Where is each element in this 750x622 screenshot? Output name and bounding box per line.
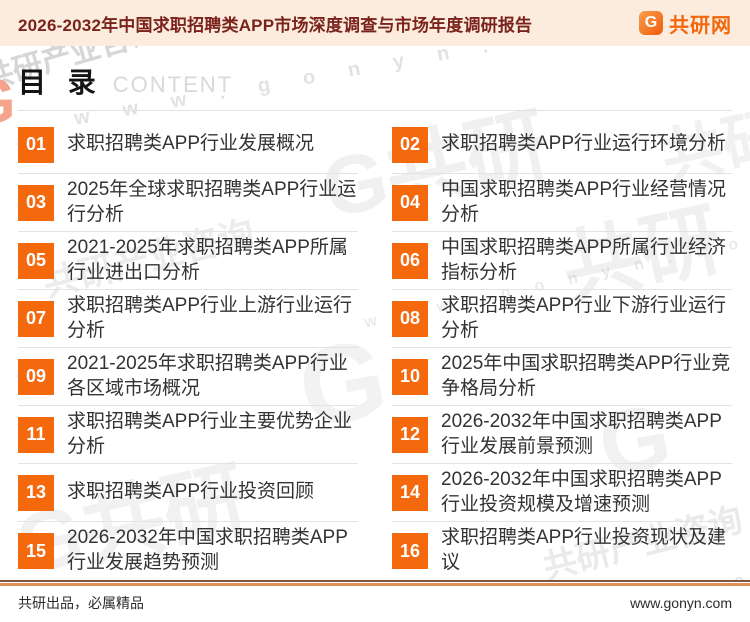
toc-item-number: 09 (18, 358, 54, 395)
toc-item-number: 08 (392, 300, 428, 337)
toc-heading-divider (18, 110, 732, 111)
toc-title-en: CONTENT (112, 72, 234, 97)
toc-columns: 01 求职招聘类APP行业发展概况 03 2025年全球求职招聘类APP行业运行… (18, 116, 732, 580)
toc-item[interactable]: 02 求职招聘类APP行业运行环境分析 (392, 116, 732, 174)
toc-item-number: 14 (392, 474, 428, 511)
toc-item-number: 13 (18, 474, 54, 511)
toc-item-label: 2026-2032年中国求职招聘类APP行业发展趋势预测 (67, 527, 348, 573)
brand-logo[interactable]: G 共研网 (639, 9, 732, 38)
toc-item-number: 06 (392, 242, 428, 279)
toc-item[interactable]: 16 求职招聘类APP行业投资现状及建议 (392, 522, 732, 580)
footer-website-url[interactable]: www.gonyn.com (630, 595, 732, 611)
toc-section: 目 录 CONTENT 01 求职招聘类APP行业发展概况 03 2025年全球… (0, 61, 750, 580)
toc-item-label: 2026-2032年中国求职招聘类APP行业投资规模及增速预测 (441, 468, 722, 515)
toc-heading: 目 录 CONTENT (18, 61, 732, 101)
toc-item[interactable]: 04 中国求职招聘类APP行业经营情况分析 (392, 174, 732, 232)
toc-item[interactable]: 03 2025年全球求职招聘类APP行业运行分析 (18, 174, 358, 232)
toc-item[interactable]: 08 求职招聘类APP行业下游行业运行分析 (392, 290, 732, 348)
toc-item-label: 2025年全球求职招聘类APP行业运行分析 (67, 178, 357, 225)
toc-item-number: 12 (392, 416, 428, 453)
toc-item[interactable]: 12 2026-2032年中国求职招聘类APP行业发展前景预测 (392, 406, 732, 464)
toc-item-label: 求职招聘类APP行业下游行业运行分析 (441, 294, 727, 341)
toc-item-number: 04 (392, 184, 428, 221)
toc-item[interactable]: 09 2021-2025年求职招聘类APP行业各区域市场概况 (18, 348, 358, 406)
toc-item-label: 求职招聘类APP行业投资现状及建议 (441, 527, 727, 573)
toc-item[interactable]: 01 求职招聘类APP行业发展概况 (18, 116, 358, 174)
toc-item[interactable]: 11 求职招聘类APP行业主要优势企业分析 (18, 406, 358, 464)
toc-item-label: 求职招聘类APP行业发展概况 (67, 133, 315, 155)
brand-name: 共研网 (669, 14, 732, 37)
toc-item[interactable]: 15 2026-2032年中国求职招聘类APP行业发展趋势预测 (18, 522, 358, 580)
toc-item-number: 16 (392, 533, 428, 569)
brand-g-icon: G (639, 11, 663, 35)
toc-item-number: 11 (18, 416, 54, 453)
toc-item-label: 求职招聘类APP行业上游行业运行分析 (67, 294, 353, 341)
toc-item-label: 2026-2032年中国求职招聘类APP行业发展前景预测 (441, 410, 722, 457)
footer-rule-dark (0, 580, 750, 582)
toc-item[interactable]: 13 求职招聘类APP行业投资回顾 (18, 464, 358, 522)
footer-rule-orange (0, 583, 750, 586)
toc-item[interactable]: 10 2025年中国求职招聘类APP行业竞争格局分析 (392, 348, 732, 406)
toc-item-label: 求职招聘类APP行业投资回顾 (67, 481, 315, 503)
footer-bar: 共研出品，必属精品 www.gonyn.com (0, 580, 750, 622)
toc-item-number: 02 (392, 126, 428, 163)
toc-item-label: 求职招聘类APP行业主要优势企业分析 (67, 410, 353, 457)
toc-item[interactable]: 06 中国求职招聘类APP所属行业经济指标分析 (392, 232, 732, 290)
toc-item-number: 03 (18, 184, 54, 221)
toc-item[interactable]: 14 2026-2032年中国求职招聘类APP行业投资规模及增速预测 (392, 464, 732, 522)
toc-column-right: 02 求职招聘类APP行业运行环境分析 04 中国求职招聘类APP行业经营情况分… (392, 116, 732, 580)
toc-item-label: 2021-2025年求职招聘类APP所属行业进出口分析 (67, 236, 348, 283)
toc-item-label: 中国求职招聘类APP所属行业经济指标分析 (441, 236, 727, 283)
toc-item-label: 中国求职招聘类APP行业经营情况分析 (441, 178, 727, 225)
toc-item-label: 2025年中国求职招聘类APP行业竞争格局分析 (441, 352, 731, 399)
toc-item-label: 求职招聘类APP行业运行环境分析 (441, 133, 727, 155)
toc-item[interactable]: 07 求职招聘类APP行业上游行业运行分析 (18, 290, 358, 348)
toc-item[interactable]: 05 2021-2025年求职招聘类APP所属行业进出口分析 (18, 232, 358, 290)
toc-item-label: 2021-2025年求职招聘类APP行业各区域市场概况 (67, 352, 348, 399)
toc-title-cn: 目 录 (18, 67, 103, 98)
footer-slogan: 共研出品，必属精品 (18, 595, 144, 611)
toc-item-number: 07 (18, 300, 54, 337)
toc-column-left: 01 求职招聘类APP行业发展概况 03 2025年全球求职招聘类APP行业运行… (18, 116, 358, 580)
toc-item-number: 05 (18, 242, 54, 279)
toc-item-number: 10 (392, 358, 428, 395)
toc-item-number: 01 (18, 126, 54, 163)
header-bar: 2026-2032年中国求职招聘类APP市场深度调查与市场年度调研报告 G 共研… (0, 0, 750, 46)
toc-item-number: 15 (18, 533, 54, 569)
report-title: 2026-2032年中国求职招聘类APP市场深度调查与市场年度调研报告 (18, 15, 533, 35)
footer-row: 共研出品，必属精品 www.gonyn.com (0, 586, 750, 622)
